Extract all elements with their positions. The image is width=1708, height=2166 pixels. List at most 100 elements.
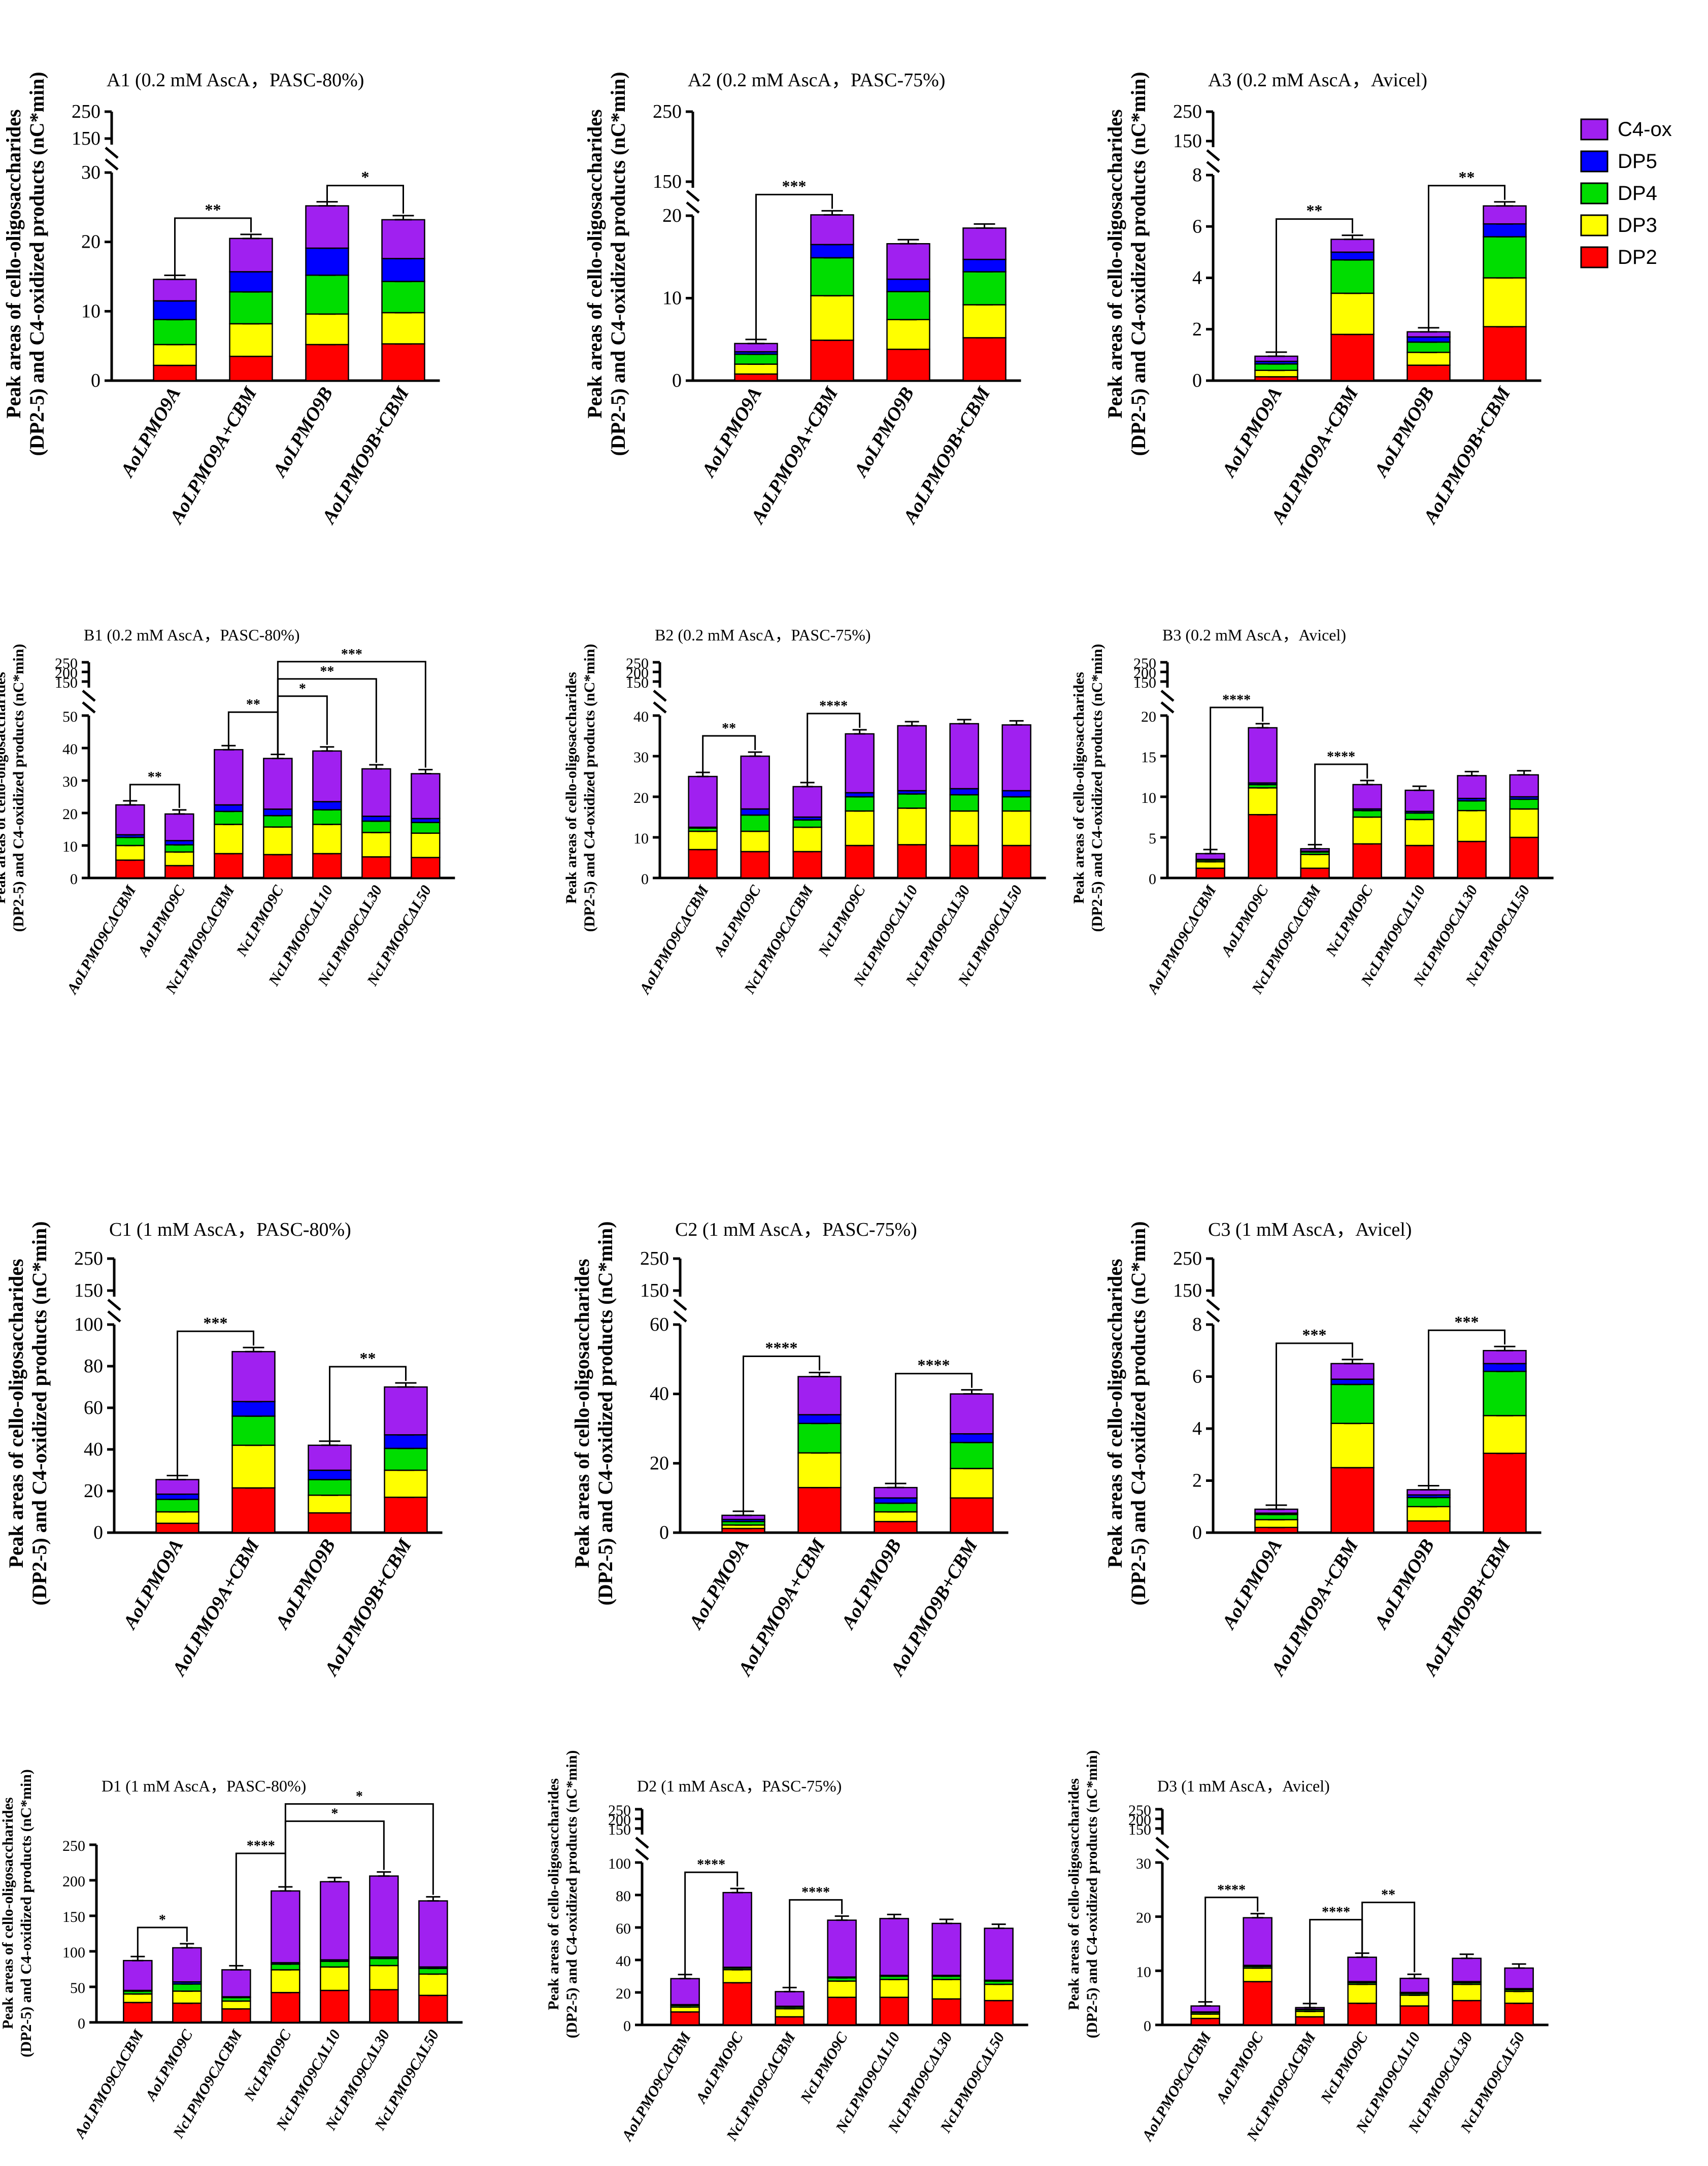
bar-dp4-1 <box>155 1499 199 1513</box>
bar-c4-ox-4 <box>827 1919 857 1978</box>
y-tick-label-upper: 250 <box>1173 101 1202 122</box>
bar-dp5-2 <box>229 271 273 293</box>
bar-dp3-3 <box>792 826 822 853</box>
axis-break-mark <box>1160 701 1175 714</box>
significance-label: **** <box>765 1339 798 1357</box>
y-tick-label: 20 <box>62 806 78 823</box>
y-tick-label-upper: 200 <box>608 1812 631 1829</box>
bar-dp3-2 <box>1243 1967 1272 1982</box>
y-axis-label-line: Peak areas of cello-oligosaccharides <box>2 109 25 418</box>
bar-dp2-4 <box>271 1991 300 2023</box>
significance-label: ** <box>360 1349 376 1367</box>
axis-break-mark <box>686 190 700 202</box>
y-axis-label: Peak areas of cello-oligosaccharides (DP2… <box>1065 1750 1100 2039</box>
bar-dp3-4 <box>845 810 875 847</box>
bar-dp3-2 <box>229 323 273 357</box>
y-tick-label: 60 <box>616 1920 631 1937</box>
bar-dp2-4 <box>827 1996 857 2026</box>
bar-dp4-4 <box>1483 236 1527 279</box>
chart-title: A1 (0.2 mM AscA，PASC-80%) <box>107 70 364 91</box>
y-tick-label-upper: 250 <box>1173 1248 1202 1269</box>
y-tick-label: 20 <box>633 790 649 806</box>
significance-label: *** <box>1455 1312 1479 1331</box>
y-axis-label: Peak areas of cello-oligosaccharides (DP2… <box>2 72 48 456</box>
significance-label: * <box>361 168 370 186</box>
y-axis-label: Peak areas of cello-oligosaccharides (DP2… <box>1103 1221 1150 1605</box>
bar-dp5-4 <box>381 258 425 282</box>
bar-dp5-1 <box>155 1493 199 1500</box>
bar-dp2-2 <box>1330 333 1375 382</box>
legend-label: DP3 <box>1618 214 1657 236</box>
bar-dp4-4 <box>1352 809 1382 818</box>
bar-c4-ox-5 <box>879 1918 909 1976</box>
y-tick-label: 80 <box>616 1888 631 1905</box>
y-axis-label-line: (DP2-5) and C4-oxidized products (nC*min… <box>1084 1750 1100 2039</box>
bar-dp3-4 <box>384 1469 428 1498</box>
significance-bracket <box>743 1356 820 1515</box>
y-tick-label: 50 <box>70 1980 85 1996</box>
bar-c4-ox-4 <box>1352 784 1382 810</box>
x-tick-label: AoLPMO9A+CBM <box>734 1535 830 1680</box>
y-tick-label: 0 <box>78 2015 85 2032</box>
bar-dp3-2 <box>722 1969 752 1984</box>
bar-c4-ox-1 <box>1254 355 1298 362</box>
bar-c4-ox-4 <box>1347 1956 1377 1982</box>
y-tick-label: 100 <box>62 1944 85 1961</box>
bar-dp2-3 <box>308 1512 352 1534</box>
chart-panel-b1: B1 (0.2 mM AscA，PASC-80%) Peak areas of c… <box>0 626 455 998</box>
bar-dp3-7 <box>1504 1990 1534 2004</box>
bar-c4-ox-5 <box>1399 1978 1429 1993</box>
axis-break-mark <box>653 690 667 702</box>
bar-dp5-2 <box>797 1414 842 1425</box>
axis-break-mark <box>82 690 96 702</box>
x-tick-label: AoLPMO9B+CBM <box>318 383 414 528</box>
significance-brackets: ******* <box>137 1789 434 1970</box>
bar-dp2-3 <box>886 349 930 382</box>
bar-dp3-3 <box>1406 1506 1451 1522</box>
bar-dp5-4 <box>962 258 1007 273</box>
bar-dp2-3 <box>1295 2016 1325 2026</box>
bar-c4-ox-6 <box>1452 1957 1482 1982</box>
y-tick-label-upper: 150 <box>74 1280 103 1301</box>
axis-break-mark <box>82 701 96 714</box>
y-axis-label-line: Peak areas of cello-oligosaccharides <box>583 109 606 418</box>
bar-dp4-2 <box>740 814 770 832</box>
bar-c4-ox-3 <box>221 1969 251 1998</box>
bar-c4-ox-6 <box>949 723 979 790</box>
bar-dp3-2 <box>164 851 194 866</box>
bar-dp3-5 <box>1404 819 1434 847</box>
bar-dp4-6 <box>369 1957 399 1967</box>
legend-swatch-dp3 <box>1580 214 1609 236</box>
bar-dp5-3 <box>874 1497 918 1504</box>
significance-label: **** <box>1322 1905 1350 1920</box>
y-tick-label: 0 <box>672 370 682 391</box>
bars: AoLPMO9CΔCBMAoLPMO9CNcLPMO9CΔCBMNcLPMO9C… <box>1138 1913 1534 2145</box>
significance-bracket <box>1204 1897 1259 2006</box>
bar-c4-ox-2 <box>1243 1917 1272 1966</box>
y-tick-label-upper: 250 <box>608 1802 631 1819</box>
bar-dp2-6 <box>949 844 979 879</box>
y-tick-label-upper: 150 <box>1133 674 1156 691</box>
y-tick-label-upper: 250 <box>1128 1802 1151 1819</box>
bars: AoLPMO9CΔCBMAoLPMO9CNcLPMO9CΔCBMNcLPMO9C… <box>63 744 441 998</box>
x-tick-label: AoLPMO9B+CBM <box>320 1535 416 1680</box>
y-tick-label: 0 <box>70 871 78 888</box>
y-tick-label-upper: 150 <box>640 1280 669 1301</box>
x-tick-label: AoLPMO9CΔCBM <box>618 2029 694 2145</box>
y-tick-label: 10 <box>633 830 649 847</box>
y-axis-label-line: (DP2-5) and C4-oxidized products (nC*min… <box>563 1750 580 2039</box>
bar-dp3-6 <box>931 1979 961 2000</box>
y-tick-label-upper: 150 <box>55 674 78 691</box>
bar-c4-ox-1 <box>155 1479 199 1495</box>
axis-break-mark <box>1206 1299 1220 1311</box>
y-axis-label-line: Peak areas of cello-oligosaccharides <box>0 672 9 904</box>
y-tick-label: 4 <box>1192 1418 1202 1439</box>
bar-dp2-2 <box>740 851 770 879</box>
y-axis-label: Peak areas of cello-oligosaccharides (DP2… <box>1070 644 1106 932</box>
chart-title: C3 (1 mM AscA，Avicel) <box>1208 1219 1412 1240</box>
x-tick-label: AoLPMO9B <box>850 384 919 482</box>
bar-dp2-5 <box>312 853 342 879</box>
y-tick-label: 30 <box>62 773 78 790</box>
y-tick-label: 0 <box>623 2018 631 2035</box>
legend-label: DP5 <box>1618 150 1657 173</box>
